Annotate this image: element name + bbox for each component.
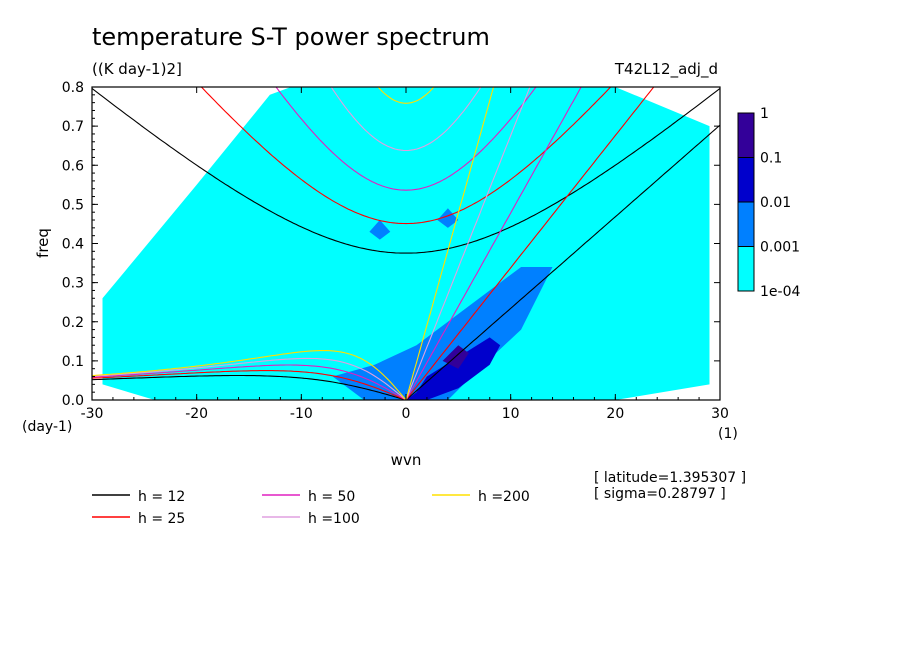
y-tick-label: 0.4	[62, 237, 84, 253]
y-tick-label: 0.1	[62, 354, 84, 370]
dispersion-curves	[92, 87, 720, 400]
kelvin-curve-h25	[405, 87, 655, 400]
sigma-info: [ sigma=0.28797 ]	[594, 486, 726, 502]
legend-label: h =200	[478, 489, 530, 505]
rossby-curve-h200	[92, 349, 407, 400]
x-tick-label: -30	[81, 406, 104, 422]
spectrum-region-4	[406, 337, 501, 400]
rossby-curve-h50	[92, 364, 407, 400]
experiment-label: T42L12_adj_d	[614, 60, 718, 79]
y-tick-label: 0.7	[62, 119, 84, 135]
gravity-curve-h50	[275, 87, 537, 191]
rossby-curve-h25	[92, 370, 407, 400]
spectrum-contours	[102, 87, 710, 400]
x-tick-label: 20	[606, 406, 624, 422]
gravity-curve-h200	[377, 87, 435, 104]
y-tick-label: 0.0	[62, 393, 84, 409]
kelvin-curve-h200	[405, 87, 495, 400]
y-axis-unit: (day-1)	[22, 419, 72, 435]
legend-label: h = 50	[308, 489, 355, 505]
y-axis-label: freq	[34, 228, 52, 258]
colorbar-swatch	[737, 246, 755, 292]
latitude-info: [ latitude=1.395307 ]	[594, 470, 746, 486]
y-tick-label: 0.2	[62, 315, 84, 331]
x-tick-label: -10	[290, 406, 313, 422]
legend-label: h = 12	[138, 489, 185, 505]
gravity-curve-h12	[92, 87, 720, 254]
x-tick-label: 30	[711, 406, 729, 422]
x-axis-unit: (1)	[718, 426, 738, 442]
gravity-curve-h25	[200, 87, 612, 225]
kelvin-curve-h50	[405, 87, 582, 400]
colorbar-label: 1	[760, 106, 769, 122]
y-tick-label: 0.8	[62, 80, 84, 96]
x-axis-label: wvn	[391, 451, 422, 469]
spectrum-region-2	[369, 220, 391, 240]
colorbar-label: 0.001	[760, 240, 800, 256]
legend-label: h = 25	[138, 511, 185, 527]
rossby-curve-h12	[92, 374, 407, 400]
chart-units: ((K day-1)2]	[92, 60, 182, 78]
colorbar: 1e-04 0.001 0.01 0.1 1	[737, 106, 800, 300]
colorbar-label: 0.01	[760, 195, 791, 211]
chart-title: temperature S-T power spectrum	[92, 23, 490, 51]
legend: h = 12 h = 25 h = 50 h =100 h =200	[92, 489, 530, 527]
rossby-curve-h100	[92, 357, 407, 400]
spectrum-region-3	[437, 208, 459, 228]
y-tick-label: 0.5	[62, 197, 84, 213]
colorbar-swatch	[737, 201, 755, 247]
gravity-curve-h100	[330, 87, 482, 152]
y-tick-label: 0.6	[62, 158, 84, 174]
colorbar-swatch	[737, 112, 755, 158]
x-tick-label: -20	[185, 406, 208, 422]
spectrum-region-0	[102, 87, 710, 400]
axis-ticks: -30 -20 -10 0 10 20 30 0.0 0.1 0.2 0.3 0.4 0.5 0.6 0.7…	[62, 80, 729, 422]
colorbar-label: 1e-04	[760, 284, 800, 300]
kelvin-curve-h12	[405, 124, 720, 400]
y-tick-label: 0.3	[62, 276, 84, 292]
x-tick-label: 0	[402, 406, 411, 422]
colorbar-swatch	[737, 157, 755, 203]
x-tick-label: 10	[502, 406, 520, 422]
kelvin-curve-h100	[405, 87, 531, 400]
colorbar-label: 0.1	[760, 151, 782, 167]
legend-label: h =100	[308, 511, 360, 527]
